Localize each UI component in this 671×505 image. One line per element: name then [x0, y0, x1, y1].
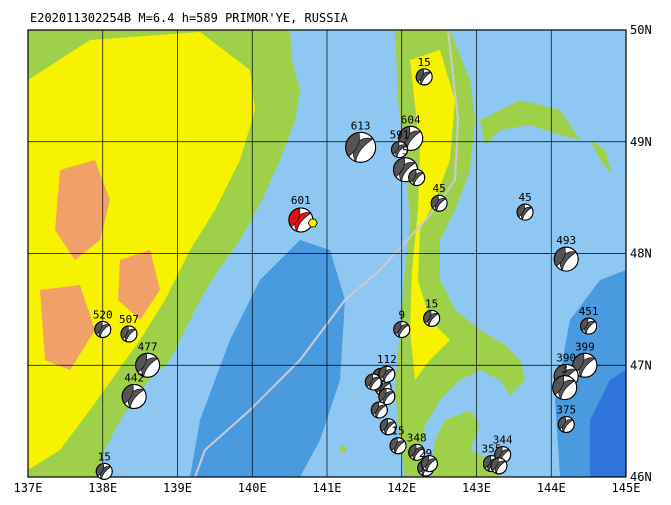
event-beachball[interactable] [580, 317, 598, 335]
lat-tick-label: 47N [630, 358, 652, 372]
event-beachball[interactable] [378, 388, 396, 406]
event-beachball[interactable] [94, 320, 112, 338]
lon-tick-label: 138E [88, 481, 117, 495]
event-beachball[interactable] [420, 455, 438, 473]
lon-tick-label: 143E [462, 481, 491, 495]
lat-lon-grid [28, 30, 626, 477]
event-beachball[interactable] [345, 131, 377, 163]
event-beachball[interactable] [120, 325, 138, 343]
event-beachball[interactable] [430, 194, 448, 212]
event-beachball[interactable] [423, 309, 441, 327]
event-beachball[interactable] [364, 373, 382, 391]
moneron-island [340, 445, 346, 453]
event-depth-label: 15 [391, 425, 404, 438]
lat-tick-label: 50N [630, 23, 652, 37]
terpeniya-peninsula [480, 100, 580, 145]
lon-tick-label: 139E [163, 481, 192, 495]
event-depth-label: 399 [575, 340, 595, 353]
event-depth-label: 3 [561, 363, 568, 376]
cape-tip [590, 140, 612, 175]
event-depth-label: 45 [518, 191, 531, 204]
lon-tick-label: 145E [612, 481, 641, 495]
longitude-labels: 137E 138E 139E 140E 141E 142E 143E 144E 145E [14, 481, 641, 495]
event-beachball[interactable] [370, 401, 388, 419]
event-depth-label: 613 [351, 119, 371, 132]
event-beachball[interactable] [572, 352, 598, 378]
event-beachball[interactable] [393, 320, 411, 338]
event-depth-label: 507 [119, 313, 139, 326]
event-depth-label: 1⁠12 [377, 353, 397, 366]
event-beachball[interactable] [121, 384, 147, 410]
hokkaido-coast [430, 410, 500, 477]
event-beachball[interactable] [408, 169, 426, 187]
lat-tick-label: 48N [630, 247, 652, 261]
event-beachball[interactable] [552, 375, 578, 401]
event-depth-label: 5 [402, 145, 409, 158]
event-beachball[interactable] [516, 203, 534, 221]
main-event[interactable]: 601 [288, 194, 318, 233]
main-event-beachball[interactable] [288, 207, 314, 233]
event-depth-label: 451 [579, 305, 599, 318]
event-depth-label: 493 [556, 234, 576, 247]
event-depth-label: 344 [493, 434, 513, 447]
lat-tick-label: 49N [630, 135, 652, 149]
event-depth-label: 348 [407, 431, 427, 444]
event-beachball[interactable] [95, 462, 113, 480]
plate-boundary [194, 30, 460, 477]
main-event-depth-label: 601 [291, 194, 311, 207]
event-depth-label: 375 [556, 403, 576, 416]
event-beachball[interactable] [391, 141, 409, 159]
event-beachball[interactable] [378, 365, 396, 383]
event-beachball[interactable] [557, 415, 575, 433]
lon-tick-label: 137E [14, 481, 43, 495]
event-depth-label: 15 [98, 450, 111, 463]
epicenter-marker [307, 218, 318, 228]
lon-tick-label: 142E [387, 481, 416, 495]
lon-tick-label: 141E [313, 481, 342, 495]
deep-basin [190, 240, 345, 477]
event-depth-label: 520 [93, 308, 113, 321]
event-beachball[interactable] [553, 246, 579, 272]
lat-tick-label: 46N [630, 470, 652, 484]
map-title: E202011302254B M=6.4 h=589 PRIMOR'YE, RU… [30, 11, 349, 25]
deep-okhotsk-core [590, 370, 626, 477]
map-frame [27, 29, 627, 478]
event-depth-label: 15 [425, 297, 438, 310]
event-beachball[interactable] [379, 418, 397, 436]
lon-tick-label: 140E [238, 481, 267, 495]
event-depth-label: 604 [401, 113, 421, 126]
event-depth-label: 9 [398, 308, 405, 321]
event-beachball[interactable] [415, 68, 433, 86]
event-beachball[interactable] [490, 457, 508, 475]
latitude-labels: 46N 47N 48N 49N 50N [630, 23, 652, 484]
event-depth-label: 15 [418, 56, 431, 69]
event-beachball[interactable] [389, 437, 407, 455]
event-depth-label: 45 [433, 182, 446, 195]
event-depth-label: 477 [138, 340, 158, 353]
event-beachball[interactable] [135, 352, 161, 378]
lon-tick-label: 144E [537, 481, 566, 495]
event-depth-label: 591 [390, 129, 410, 142]
event-depth-label: 442 [124, 372, 144, 385]
mainland-peaks [40, 160, 160, 370]
event-beachball[interactable] [408, 443, 426, 461]
event-depth-label: 390 [556, 351, 576, 364]
